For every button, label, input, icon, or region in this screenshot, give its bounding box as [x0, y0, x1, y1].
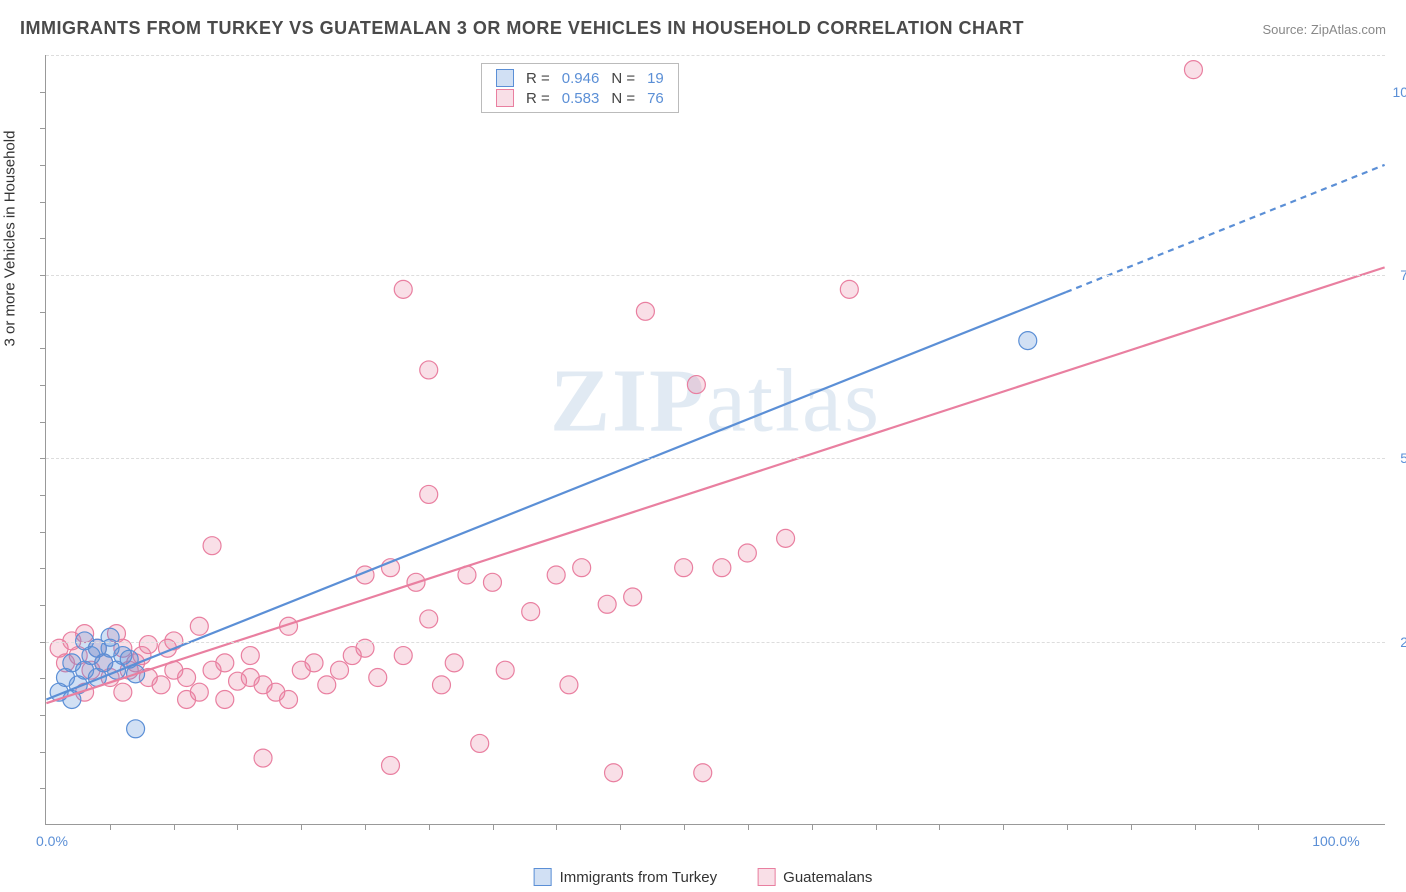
legend-item-turkey: Immigrants from Turkey: [534, 868, 718, 886]
data-point: [190, 617, 208, 635]
data-point: [114, 683, 132, 701]
n-value-guatemalan: 76: [647, 90, 664, 107]
data-point: [675, 559, 693, 577]
source-credit: Source: ZipAtlas.com: [1262, 22, 1386, 37]
legend-row-turkey: R = 0.946 N = 19: [482, 68, 678, 88]
trend-line-dashed: [1066, 165, 1385, 292]
data-point: [101, 628, 119, 646]
x-tick-label: 100.0%: [1312, 833, 1359, 849]
data-point: [777, 529, 795, 547]
data-point: [203, 661, 221, 679]
data-point: [305, 654, 323, 672]
data-point: [420, 610, 438, 628]
legend-label-turkey: Immigrants from Turkey: [560, 869, 718, 886]
swatch-guatemalan: [496, 89, 514, 107]
data-point: [369, 669, 387, 687]
data-point: [394, 647, 412, 665]
data-point: [331, 661, 349, 679]
swatch-turkey: [496, 69, 514, 87]
n-label: N =: [611, 90, 635, 107]
data-point: [178, 669, 196, 687]
data-point: [254, 749, 272, 767]
r-label: R =: [526, 90, 550, 107]
plot-svg: [46, 55, 1385, 824]
data-point: [694, 764, 712, 782]
data-point: [547, 566, 565, 584]
data-point: [139, 636, 157, 654]
data-point: [1019, 332, 1037, 350]
data-point: [203, 537, 221, 555]
data-point: [573, 559, 591, 577]
data-point: [471, 734, 489, 752]
swatch-guatemalan-icon: [757, 868, 775, 886]
r-label: R =: [526, 70, 550, 87]
data-point: [636, 302, 654, 320]
data-point: [178, 691, 196, 709]
data-point: [432, 676, 450, 694]
data-point: [840, 280, 858, 298]
swatch-turkey-icon: [534, 868, 552, 886]
trend-line: [46, 292, 1066, 699]
legend-item-guatemalan: Guatemalans: [757, 868, 872, 886]
r-value-turkey: 0.946: [562, 70, 600, 87]
r-value-guatemalan: 0.583: [562, 90, 600, 107]
data-point: [1184, 61, 1202, 79]
trend-line: [46, 267, 1384, 703]
data-point: [241, 647, 259, 665]
legend-label-guatemalan: Guatemalans: [783, 869, 872, 886]
data-point: [598, 595, 616, 613]
data-point: [560, 676, 578, 694]
y-tick-label: 75.0%: [1400, 267, 1406, 283]
data-point: [483, 573, 501, 591]
data-point: [216, 691, 234, 709]
y-tick-label: 100.0%: [1393, 84, 1406, 100]
y-tick-label: 25.0%: [1400, 634, 1406, 650]
data-point: [420, 485, 438, 503]
legend-row-guatemalan: R = 0.583 N = 76: [482, 88, 678, 108]
chart-title: IMMIGRANTS FROM TURKEY VS GUATEMALAN 3 O…: [20, 18, 1024, 39]
n-value-turkey: 19: [647, 70, 664, 87]
series-legend: Immigrants from Turkey Guatemalans: [534, 868, 873, 886]
data-point: [420, 361, 438, 379]
data-point: [382, 756, 400, 774]
data-point: [127, 720, 145, 738]
data-point: [624, 588, 642, 606]
data-point: [605, 764, 623, 782]
data-point: [713, 559, 731, 577]
correlation-legend: R = 0.946 N = 19 R = 0.583 N = 76: [481, 63, 679, 113]
y-tick-label: 50.0%: [1400, 450, 1406, 466]
data-point: [318, 676, 336, 694]
data-point: [738, 544, 756, 562]
data-point: [280, 691, 298, 709]
scatter-chart: ZIPatlas R = 0.946 N = 19 R = 0.583 N = …: [45, 55, 1385, 825]
x-tick-label: 0.0%: [36, 833, 68, 849]
data-point: [687, 376, 705, 394]
data-point: [394, 280, 412, 298]
data-point: [445, 654, 463, 672]
data-point: [522, 603, 540, 621]
data-point: [496, 661, 514, 679]
n-label: N =: [611, 70, 635, 87]
y-axis-title: 3 or more Vehicles in Household: [2, 131, 19, 347]
